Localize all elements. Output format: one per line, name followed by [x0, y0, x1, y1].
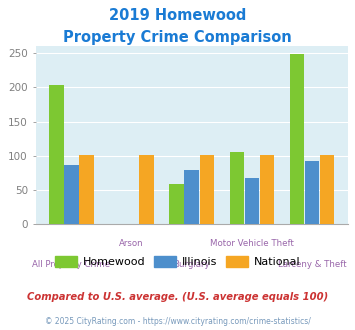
Text: © 2025 CityRating.com - https://www.cityrating.com/crime-statistics/: © 2025 CityRating.com - https://www.city…: [45, 317, 310, 326]
Bar: [169, 184, 184, 224]
Text: Compared to U.S. average. (U.S. average equals 100): Compared to U.S. average. (U.S. average …: [27, 292, 328, 302]
Bar: [49, 84, 64, 224]
Bar: [140, 155, 154, 224]
Text: Property Crime Comparison: Property Crime Comparison: [63, 30, 292, 45]
Bar: [290, 54, 304, 224]
Bar: [200, 155, 214, 224]
Bar: [245, 178, 259, 224]
Text: Larceny & Theft: Larceny & Theft: [278, 260, 346, 269]
Bar: [80, 155, 94, 224]
Text: Motor Vehicle Theft: Motor Vehicle Theft: [210, 239, 294, 248]
Legend: Homewood, Illinois, National: Homewood, Illinois, National: [50, 251, 305, 271]
Text: 2019 Homewood: 2019 Homewood: [109, 8, 246, 23]
Text: Burglary: Burglary: [173, 260, 210, 269]
Text: All Property Crime: All Property Crime: [33, 260, 111, 269]
Bar: [230, 152, 244, 224]
Text: Arson: Arson: [119, 239, 144, 248]
Bar: [64, 165, 79, 224]
Bar: [320, 155, 334, 224]
Bar: [260, 155, 274, 224]
Bar: [305, 161, 319, 224]
Bar: [185, 170, 199, 224]
